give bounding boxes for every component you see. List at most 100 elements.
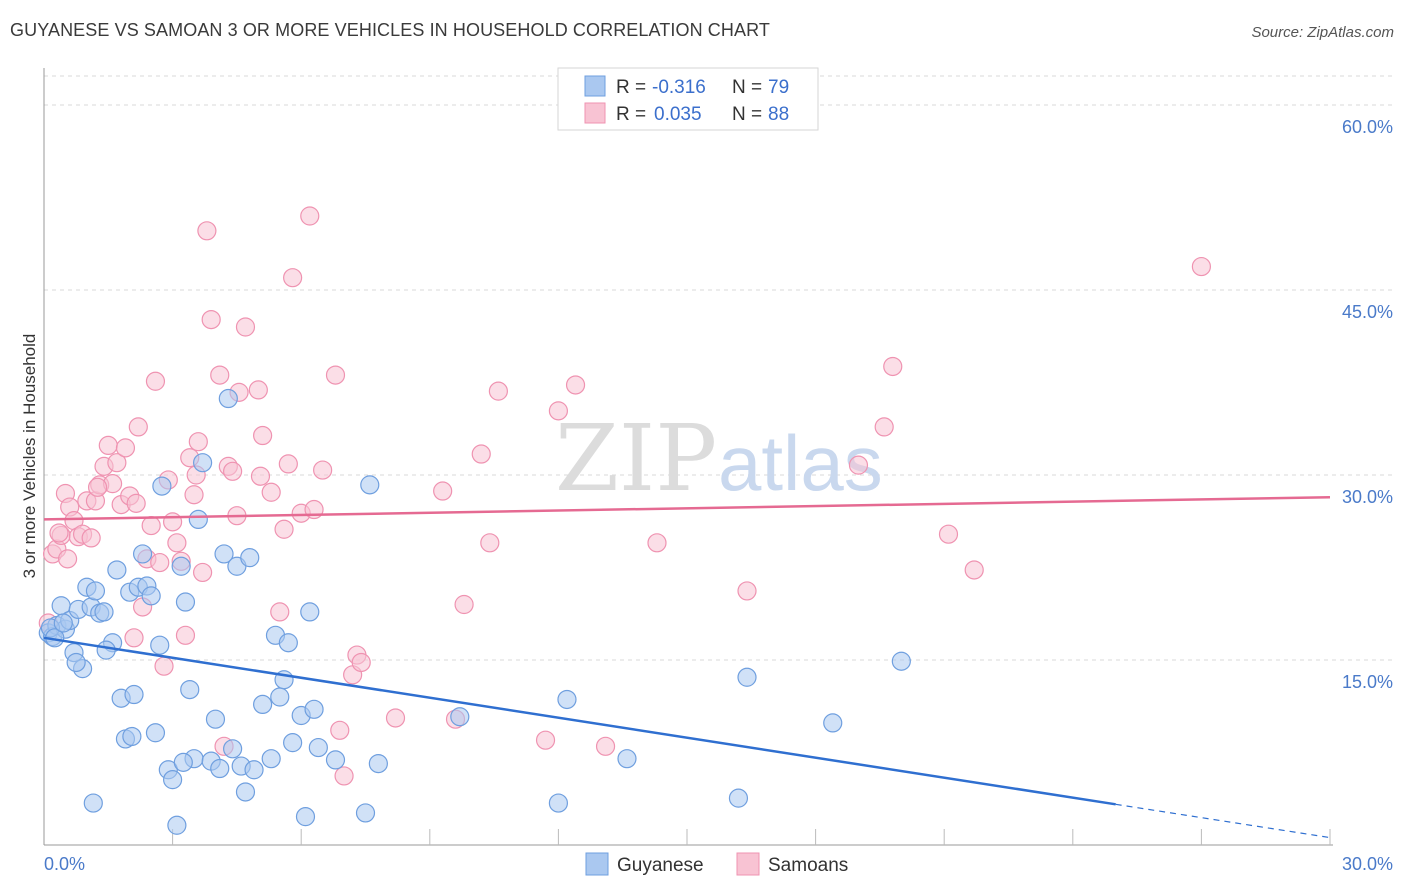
guyanese-point	[171, 556, 191, 576]
samoan-point	[188, 432, 208, 452]
samoan-point	[81, 528, 101, 548]
samoan-point	[126, 493, 146, 513]
samoan-point	[325, 365, 346, 385]
guyanese-point	[122, 726, 142, 747]
legend-n-value-guyanese: 79	[768, 77, 789, 98]
guyanese-point	[300, 602, 320, 622]
guyanese-point	[304, 699, 324, 719]
guyanese-point	[450, 707, 470, 727]
guyanese-trend-line	[43, 636, 1116, 806]
samoan-point	[201, 310, 221, 330]
y-axis-label: 3 or more Vehicles in Household	[20, 334, 39, 579]
samoan-point	[270, 602, 290, 622]
samoan-point	[565, 375, 586, 395]
guyanese-trend-extension	[1115, 803, 1331, 839]
samoan-point	[98, 435, 118, 455]
guyanese-point	[235, 782, 256, 802]
samoan-point	[385, 708, 406, 728]
legend-n-value-samoans: 88	[768, 104, 789, 125]
guyanese-point	[53, 613, 73, 633]
guyanese-point	[205, 709, 226, 729]
bottom-legend: Guyanese Samoans	[585, 852, 848, 876]
x-tick-label: 30.0%	[1342, 854, 1393, 874]
samoan-point	[184, 485, 204, 505]
samoan-point	[278, 454, 298, 474]
samoan-point	[167, 533, 187, 553]
guyanese-point	[94, 602, 114, 622]
guyanese-point	[124, 684, 144, 705]
watermark: ZIP atlas	[555, 405, 883, 512]
samoan-point	[874, 417, 894, 437]
guyanese-point	[107, 560, 127, 580]
samoan-point	[87, 477, 108, 497]
guyanese-point	[83, 793, 103, 813]
samoan-point	[274, 519, 294, 539]
guyanese-point	[368, 753, 388, 774]
guyanese-point	[214, 544, 234, 564]
guyanese-point	[180, 679, 200, 700]
samoan-point	[737, 581, 757, 601]
samoan-point	[433, 481, 453, 501]
samoan-point	[471, 444, 491, 464]
samoan-point	[235, 317, 256, 337]
samoan-point	[938, 524, 959, 544]
samoan-point	[141, 515, 161, 536]
samoan-point	[334, 766, 354, 786]
guyanese-point	[223, 739, 243, 759]
samoan-point	[248, 380, 268, 400]
guyanese-point	[728, 788, 749, 808]
samoan-point	[488, 381, 508, 401]
source-label: Source: ZipAtlas.com	[1251, 24, 1394, 41]
guyanese-point	[244, 760, 264, 780]
samoan-point	[300, 206, 320, 226]
guyanese-point	[355, 803, 376, 823]
legend-swatch-guyanese	[584, 75, 606, 97]
guyanese-point	[283, 733, 303, 753]
y-tick-label: 45.0%	[1342, 302, 1393, 322]
samoan-point	[283, 268, 303, 288]
grid	[44, 75, 1395, 661]
guyanese-point	[145, 723, 166, 743]
samoan-point	[107, 453, 127, 473]
bottom-legend-label-samoans: Samoans	[768, 855, 848, 876]
samoan-point	[1191, 256, 1212, 277]
samoan-point	[49, 523, 69, 543]
samoan-point	[313, 460, 333, 480]
samoan-point	[250, 466, 271, 486]
samoan-point	[197, 221, 217, 241]
y-tick-label: 30.0%	[1342, 487, 1393, 507]
legend-swatch-samoans	[584, 102, 606, 124]
guyanese-point	[167, 815, 187, 835]
chart-title: GUYANESE VS SAMOAN 3 OR MORE VEHICLES IN…	[10, 20, 770, 40]
guyanese-point	[85, 581, 106, 601]
samoan-point	[261, 482, 281, 502]
guyanese-point	[210, 758, 230, 779]
legend-box: R = -0.316 N = 79 R = 0.035 N = 88	[557, 67, 819, 131]
guyanese-point	[308, 737, 328, 758]
legend-n-label-samoans: N =	[732, 104, 762, 125]
guyanese-point	[270, 687, 290, 707]
samoan-point	[454, 594, 474, 615]
guyanese-point	[141, 586, 161, 606]
guyanese-point	[278, 633, 298, 653]
guyanese-point	[891, 651, 911, 671]
guyanese-point	[132, 544, 153, 564]
samoan-point	[883, 356, 903, 377]
guyanese-point	[548, 793, 569, 813]
samoan-point	[548, 401, 569, 421]
guyanese-point	[193, 453, 213, 473]
samoan-point	[57, 549, 78, 569]
samoan-point	[145, 371, 166, 391]
guyanese-point	[150, 635, 170, 655]
samoan-point	[595, 736, 616, 756]
legend-r-label-samoans: R =	[616, 104, 646, 125]
guyanese-point	[557, 689, 577, 710]
samoan-point	[150, 552, 170, 573]
legend-r-value-guyanese: -0.316	[652, 77, 706, 98]
y-tick-labels: 15.0% 30.0% 45.0% 60.0%	[1342, 117, 1393, 692]
samoan-point	[193, 562, 213, 583]
x-tick-label: 0.0%	[44, 854, 85, 874]
guyanese-point	[253, 694, 273, 715]
legend-r-label-guyanese: R =	[616, 77, 646, 98]
axes	[43, 68, 1333, 846]
